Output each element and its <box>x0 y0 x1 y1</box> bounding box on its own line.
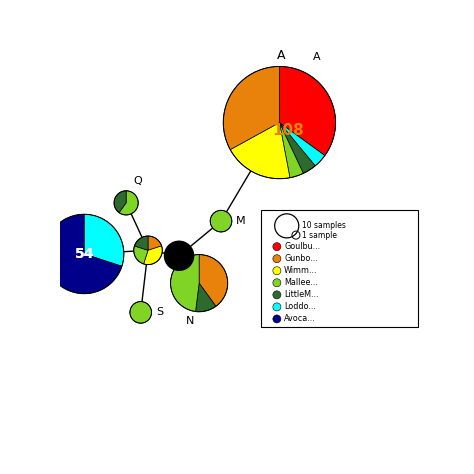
Wedge shape <box>279 123 325 166</box>
Circle shape <box>273 303 281 311</box>
Circle shape <box>273 255 281 263</box>
Text: M: M <box>236 216 246 226</box>
Wedge shape <box>279 66 336 155</box>
Text: Wimm...: Wimm... <box>284 266 318 275</box>
Wedge shape <box>84 214 124 266</box>
Text: LittleM...: LittleM... <box>284 291 319 300</box>
Wedge shape <box>196 283 216 312</box>
Wedge shape <box>114 191 126 213</box>
Wedge shape <box>199 255 228 306</box>
Circle shape <box>164 241 193 270</box>
Circle shape <box>273 279 281 287</box>
Text: 54: 54 <box>74 247 94 261</box>
Text: O: O <box>167 246 175 255</box>
Text: S: S <box>156 307 163 318</box>
Text: 54: 54 <box>74 247 94 261</box>
Text: Q: Q <box>133 176 142 186</box>
Wedge shape <box>130 301 152 323</box>
Text: A: A <box>277 49 285 62</box>
Text: Mallee...: Mallee... <box>284 278 318 287</box>
Wedge shape <box>210 210 232 232</box>
Wedge shape <box>279 123 303 178</box>
Text: Goulbu...: Goulbu... <box>284 242 320 251</box>
Text: 108: 108 <box>272 124 304 138</box>
Wedge shape <box>134 246 148 264</box>
Circle shape <box>273 267 281 275</box>
Text: Loddo...: Loddo... <box>284 302 316 311</box>
Text: N: N <box>186 316 195 326</box>
Wedge shape <box>171 255 199 311</box>
Wedge shape <box>135 236 148 250</box>
FancyBboxPatch shape <box>261 210 418 327</box>
Text: Avoca...: Avoca... <box>284 314 316 323</box>
Text: 1 sample: 1 sample <box>302 230 337 239</box>
Wedge shape <box>223 66 279 150</box>
Wedge shape <box>230 123 290 179</box>
Circle shape <box>273 315 281 323</box>
Wedge shape <box>45 214 122 294</box>
Wedge shape <box>148 236 162 250</box>
Wedge shape <box>279 123 315 173</box>
Circle shape <box>273 243 281 251</box>
Text: A: A <box>313 52 321 62</box>
Text: 10 samples: 10 samples <box>301 221 346 230</box>
Wedge shape <box>144 246 162 264</box>
Circle shape <box>273 291 281 299</box>
Wedge shape <box>119 191 138 215</box>
Text: Gunbo...: Gunbo... <box>284 254 318 263</box>
